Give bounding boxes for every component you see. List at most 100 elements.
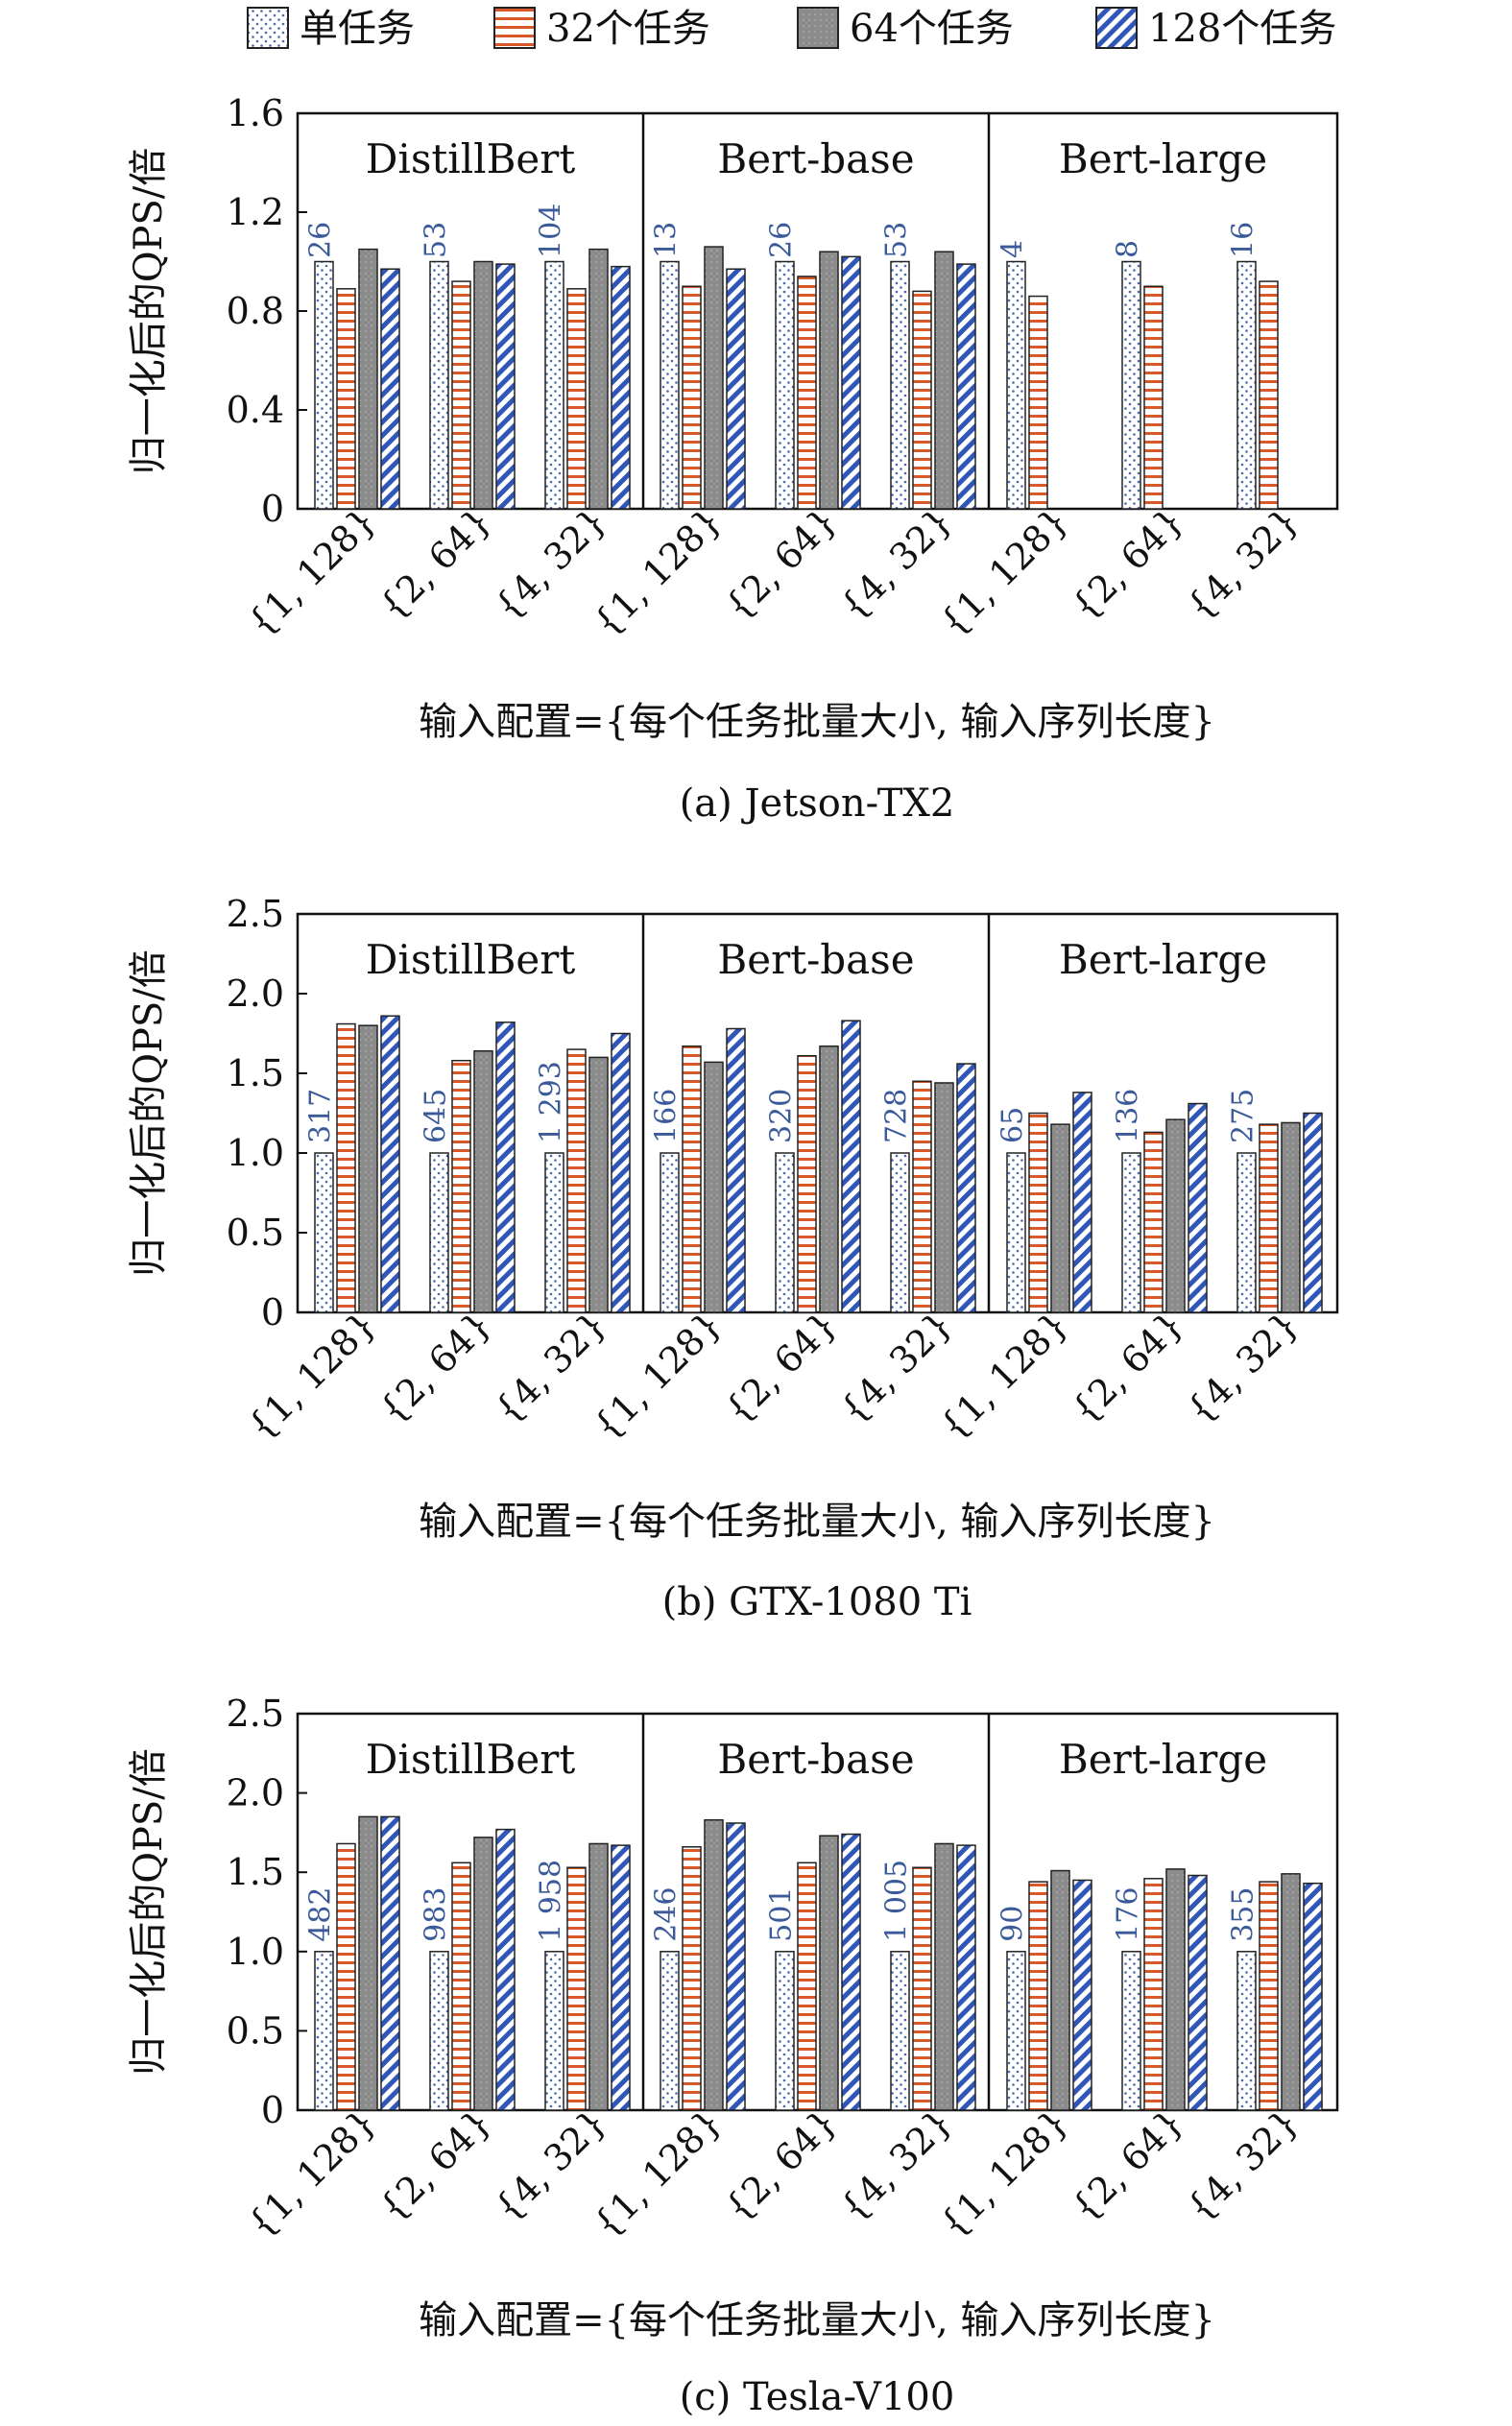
bar-tasks-32 <box>336 1022 356 1313</box>
bar-tasks-32 <box>912 1866 932 2111</box>
category-label: {2, 64} <box>717 1303 846 1431</box>
y-axis-title: 归一化后的QPS/倍 <box>127 1748 171 2076</box>
subfigure-caption: (a) Jetson-TX2 <box>680 781 955 826</box>
bar-tasks-32 <box>912 290 932 510</box>
legend-swatch-32 <box>493 7 536 49</box>
y-tick-label: 0 <box>261 488 284 530</box>
legend-item-128: 128个任务 <box>1095 7 1336 51</box>
data-label: 246 <box>650 1887 684 1942</box>
bar-tasks-64 <box>358 248 378 510</box>
bar-tasks-128 <box>1303 1883 1323 2111</box>
bar-tasks-64 <box>1165 1118 1186 1313</box>
bar-single <box>660 260 680 510</box>
y-tick-label: 0.8 <box>227 290 284 332</box>
category-label: {2, 64} <box>717 499 846 628</box>
category-label: {2, 64} <box>1064 2101 1192 2229</box>
bar-tasks-128 <box>956 1063 976 1313</box>
bar-single <box>1236 260 1257 510</box>
plot-frame <box>296 1712 1339 2112</box>
bar-single <box>1006 1951 1026 2111</box>
model-label: DistillBert <box>366 1736 576 1783</box>
category-label: {1, 128} <box>932 1303 1077 1448</box>
bar-tasks-32 <box>797 1054 817 1313</box>
bar-tasks-32 <box>451 280 471 510</box>
data-label: 176 <box>1112 1887 1145 1942</box>
bar-tasks-64 <box>1165 1868 1186 2111</box>
bar-tasks-32 <box>566 288 587 510</box>
data-label: 1 958 <box>535 1860 568 1942</box>
bar-tasks-64 <box>358 1815 378 2111</box>
category-label: {2, 64} <box>372 2101 500 2229</box>
y-tick-label: 0 <box>261 2089 284 2131</box>
y-tick-label: 2.0 <box>227 1772 284 1814</box>
bar-single <box>314 1152 334 1313</box>
category-label: {2, 64} <box>372 499 500 628</box>
legend-swatch-128 <box>1095 7 1138 49</box>
bar-tasks-64 <box>473 1050 493 1313</box>
model-label: DistillBert <box>366 936 576 983</box>
bar-tasks-32 <box>1028 295 1048 510</box>
bar-tasks-64 <box>588 1842 609 2111</box>
x-axis-title: 输入配置={每个任务批量大小, 输入序列长度} <box>419 700 1215 744</box>
bar-single <box>1121 1951 1141 2111</box>
legend-label-64: 64个任务 <box>850 7 1014 51</box>
bar-single <box>544 1152 564 1313</box>
bar-tasks-64 <box>588 1056 609 1313</box>
bar-tasks-128 <box>1188 1102 1208 1313</box>
bar-tasks-32 <box>451 1862 471 2111</box>
bar-tasks-128 <box>726 268 746 510</box>
data-label: 26 <box>304 222 338 258</box>
bar-tasks-128 <box>611 1844 631 2111</box>
bar-tasks-32 <box>797 1862 817 2111</box>
bar-single <box>775 1152 795 1313</box>
bar-tasks-32 <box>912 1080 932 1313</box>
model-label: DistillBert <box>366 135 576 182</box>
bar-tasks-64 <box>1050 1869 1070 2111</box>
bar-tasks-64 <box>704 246 724 510</box>
data-label: 645 <box>420 1089 453 1143</box>
category-label: {1, 128} <box>586 1303 731 1448</box>
bar-tasks-128 <box>1072 1879 1092 2111</box>
bar-tasks-32 <box>1259 280 1279 510</box>
bar-tasks-128 <box>726 1822 746 2111</box>
y-tick-label: 0.5 <box>227 1212 284 1254</box>
bar-single <box>890 1152 910 1313</box>
data-label: 53 <box>880 222 914 258</box>
bar-single <box>1006 1152 1026 1313</box>
bar-tasks-128 <box>495 1021 516 1313</box>
bar-tasks-64 <box>819 1045 839 1313</box>
category-label: {1, 128} <box>932 2101 1077 2246</box>
data-label: 16 <box>1227 222 1260 258</box>
bar-tasks-32 <box>797 276 817 510</box>
bar-tasks-64 <box>358 1024 378 1313</box>
bar-tasks-32 <box>1259 1123 1279 1313</box>
bar-tasks-32 <box>682 1045 702 1313</box>
bar-tasks-32 <box>336 288 356 510</box>
legend-label-single: 单任务 <box>300 7 415 51</box>
bar-tasks-64 <box>934 1842 954 2111</box>
bar-tasks-64 <box>704 1818 724 2111</box>
subfigure-caption: (c) Tesla-V100 <box>680 2375 955 2419</box>
bar-tasks-32 <box>1143 1878 1164 2111</box>
bar-tasks-64 <box>1050 1123 1070 1313</box>
data-label: 1 005 <box>880 1860 914 1942</box>
bar-tasks-32 <box>336 1842 356 2111</box>
bar-tasks-128 <box>611 1032 631 1313</box>
model-label: Bert-large <box>1059 936 1267 983</box>
bar-single <box>314 260 334 510</box>
data-label: 728 <box>880 1089 914 1143</box>
bar-tasks-64 <box>704 1061 724 1313</box>
bar-single <box>544 260 564 510</box>
bar-tasks-128 <box>611 265 631 510</box>
subfigure-caption: (b) GTX-1080 Ti <box>662 1580 972 1624</box>
data-label: 13 <box>650 222 684 258</box>
y-tick-label: 2.5 <box>227 1693 284 1735</box>
bar-tasks-128 <box>380 1815 400 2111</box>
bar-tasks-32 <box>451 1059 471 1313</box>
category-label: {2, 64} <box>372 1303 500 1431</box>
data-label: 482 <box>304 1887 338 1942</box>
bar-tasks-128 <box>726 1027 746 1313</box>
data-label: 275 <box>1227 1089 1260 1143</box>
bar-tasks-64 <box>934 251 954 510</box>
